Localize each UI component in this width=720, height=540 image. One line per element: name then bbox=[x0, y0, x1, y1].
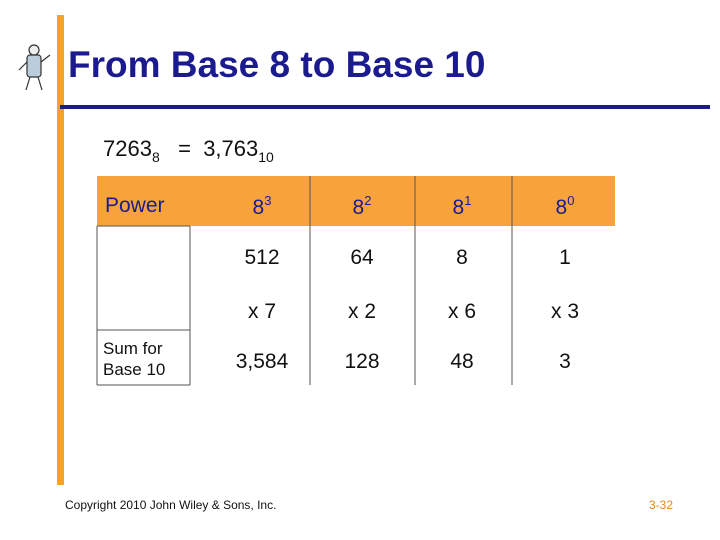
power-cell: 80 bbox=[556, 193, 575, 220]
place-value: 1 bbox=[559, 246, 571, 269]
power-exponent: 1 bbox=[464, 193, 472, 208]
octal-base: 8 bbox=[151, 149, 160, 165]
power-base: 8 bbox=[452, 196, 465, 219]
equation: 72638 = 3,76310 bbox=[103, 136, 274, 165]
sum-value: 3 bbox=[559, 350, 571, 373]
power-exponent: 3 bbox=[264, 193, 272, 208]
page-number: 3-32 bbox=[649, 498, 674, 512]
title: From Base 8 to Base 10 bbox=[68, 44, 486, 85]
power-cell: 83 bbox=[253, 193, 272, 220]
power-exponent: 2 bbox=[364, 193, 372, 208]
digit-multiplier: x 6 bbox=[447, 300, 477, 323]
power-exponent: 0 bbox=[567, 193, 575, 208]
digit-multiplier: x 3 bbox=[550, 300, 580, 323]
power-base: 8 bbox=[555, 196, 568, 219]
power-cell: 81 bbox=[453, 193, 472, 220]
sum-label: Sum for Base 10 bbox=[103, 339, 166, 379]
sum-value: 48 bbox=[450, 350, 474, 373]
sum-value: 3,584 bbox=[235, 350, 289, 373]
decimal-base: 10 bbox=[258, 149, 274, 165]
header-row bbox=[97, 176, 615, 226]
power-label: Power bbox=[105, 194, 165, 217]
title-rule bbox=[60, 105, 710, 109]
power-base: 8 bbox=[352, 196, 365, 219]
mascot-icon bbox=[18, 44, 51, 91]
sum-value: 128 bbox=[344, 350, 380, 373]
place-value: 512 bbox=[244, 246, 280, 269]
digit-multiplier: x 2 bbox=[347, 300, 377, 323]
copyright: Copyright 2010 John Wiley & Sons, Inc. bbox=[65, 498, 277, 512]
accent-bar bbox=[57, 15, 64, 485]
equals: = bbox=[178, 136, 191, 161]
place-value: 8 bbox=[456, 246, 468, 269]
place-value: 64 bbox=[350, 246, 374, 269]
table-grid bbox=[96, 176, 513, 386]
octal-number: 7263 bbox=[103, 136, 152, 161]
power-cell: 82 bbox=[353, 193, 372, 220]
digit-multiplier: x 7 bbox=[247, 300, 277, 323]
power-base: 8 bbox=[252, 196, 265, 219]
decimal-result: 3,763 bbox=[203, 136, 259, 161]
